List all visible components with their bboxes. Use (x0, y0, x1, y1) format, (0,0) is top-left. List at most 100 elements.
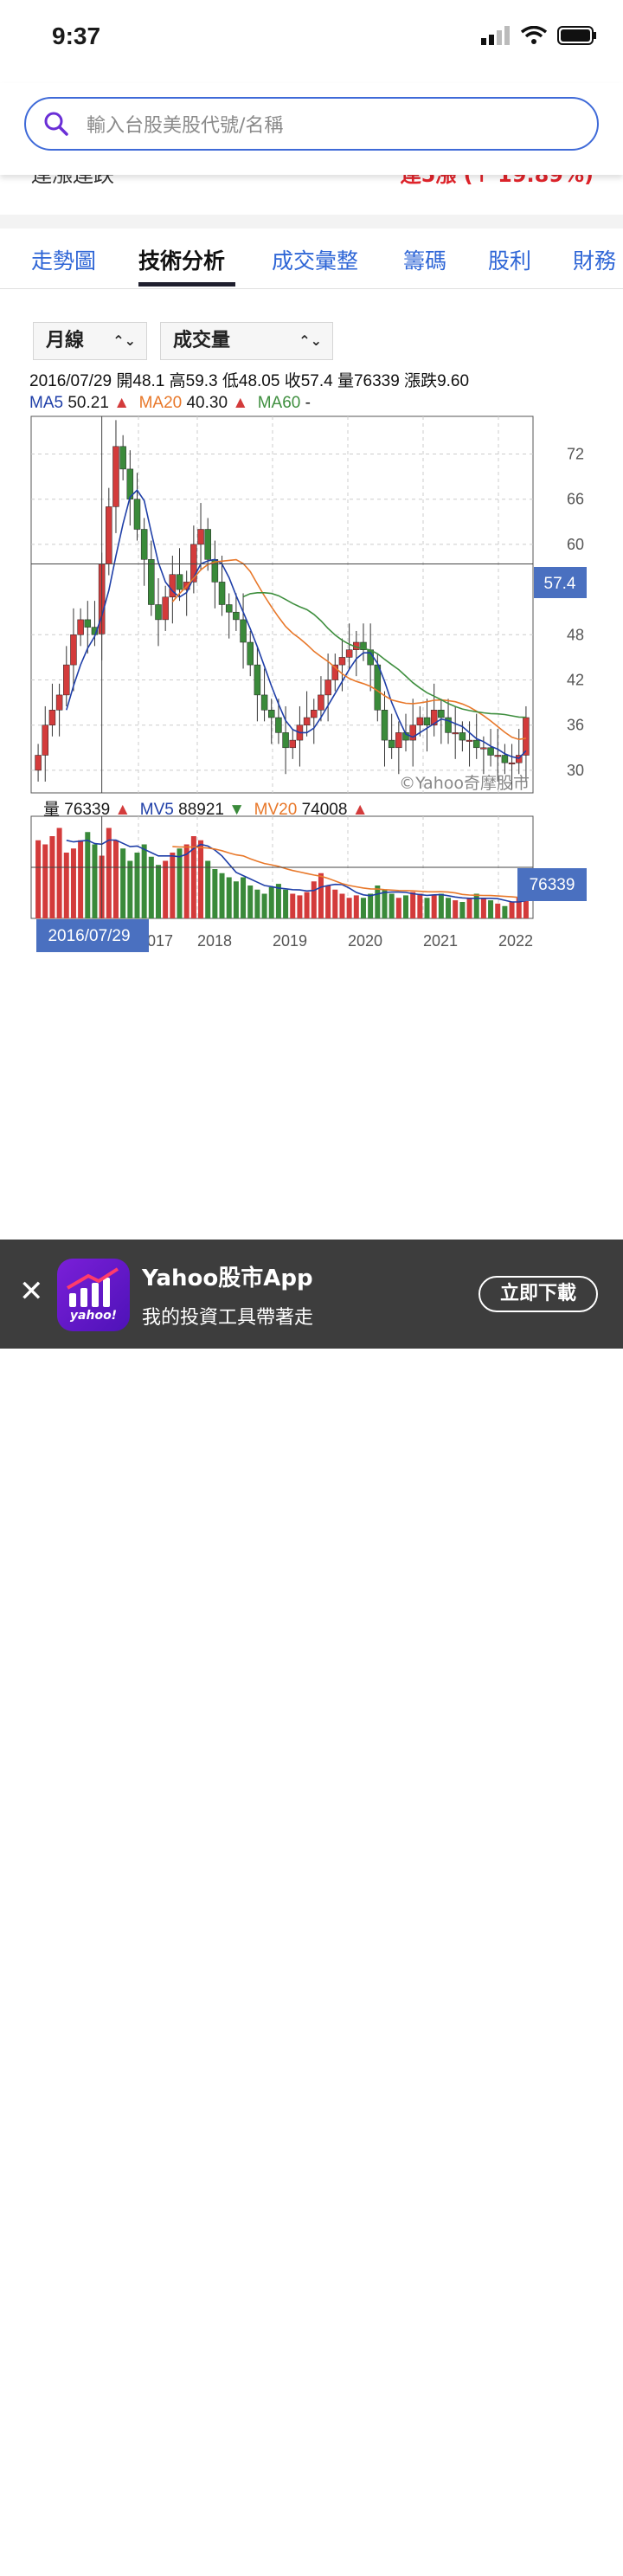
volume-bar (318, 873, 324, 918)
volume-bar (346, 898, 352, 918)
volume-bar (502, 905, 508, 918)
candle-body (63, 664, 70, 696)
ohlc-info: 2016/07/29 開48.1 高59.3 低48.05 收57.4 量763… (29, 372, 470, 390)
candle-body (324, 679, 331, 696)
active-tab-indicator (138, 282, 235, 287)
candle-body (445, 717, 452, 733)
price-tick-label: 36 (567, 717, 584, 734)
ma60-value: - (305, 394, 311, 412)
volume-bar (410, 892, 416, 918)
volume-bar (339, 893, 345, 918)
volume-bar (233, 881, 239, 918)
candle-body (472, 739, 480, 749)
volume-bar (183, 844, 189, 918)
volume-bar (78, 840, 84, 918)
updown-chevron-icon: ⌃⌄ (299, 332, 322, 349)
search-placeholder: 輸入台股美股代號/名稱 (87, 115, 284, 137)
volume-value-label: 76339 (530, 876, 575, 894)
volume-bar (395, 898, 401, 918)
price-tick-label: 30 (567, 762, 584, 779)
bar-chart-icon (66, 1267, 119, 1307)
volume-bar (247, 886, 254, 918)
year-tick-label: 2022 (498, 932, 533, 950)
candle-body (42, 724, 49, 756)
volume-bar (523, 893, 529, 918)
candle-body (133, 499, 141, 530)
volume-bar (42, 844, 48, 918)
year-tick-label: 2019 (273, 932, 307, 950)
price-tick-label: 42 (567, 672, 584, 689)
volume-bar (141, 844, 147, 918)
tab-financial[interactable]: 財務 (573, 248, 617, 274)
period-select[interactable]: 月線 ⌃⌄ (33, 322, 147, 360)
ma20-label: MA20 (138, 394, 183, 412)
status-icons (481, 26, 597, 45)
volume-bar (382, 889, 388, 918)
wifi-icon (521, 26, 547, 44)
candle-body (240, 619, 247, 643)
mv20-arrow: ▲ (351, 801, 369, 819)
volume-bar (134, 853, 140, 918)
close-icon[interactable]: ✕ (19, 1274, 44, 1309)
year-tick-label: 2020 (348, 932, 382, 950)
candle-body (515, 755, 523, 763)
candle-body (225, 604, 233, 613)
mv20-label: MV20 (254, 801, 298, 819)
volume-bar (297, 895, 303, 918)
candle-body (480, 747, 487, 750)
download-button[interactable]: 立即下載 (478, 1276, 598, 1312)
battery-icon (557, 26, 596, 45)
candle-body (35, 755, 42, 771)
search-bar: 輸入台股美股代號/名稱 (0, 83, 623, 175)
volume-bar (389, 893, 395, 918)
vol-label: 量 (43, 801, 61, 819)
year-tick-label: 2021 (423, 932, 458, 950)
volume-bar (261, 893, 267, 918)
mv5-value: 88921 (178, 801, 224, 819)
ma20-arrow: ▲ (232, 394, 249, 412)
volume-bar (92, 844, 98, 918)
volume-bar (85, 832, 91, 918)
mv5-line (66, 839, 527, 903)
tab-trend[interactable]: 走勢圖 (31, 248, 97, 274)
tab-chips[interactable]: 籌碼 (403, 248, 447, 274)
mv20-value: 74008 (301, 801, 348, 819)
candle-body (260, 694, 268, 711)
volume-bar (63, 853, 69, 918)
tab-technical[interactable]: 技術分析 (138, 248, 226, 274)
ma60-line (242, 592, 526, 718)
candle-body (501, 755, 509, 763)
volume-bar (446, 898, 452, 918)
candle-body (438, 710, 445, 718)
tab-dividend[interactable]: 股利 (488, 248, 532, 274)
volume-bar (112, 840, 119, 918)
candle-body (84, 619, 92, 628)
candle-body (148, 559, 155, 605)
volume-bar (268, 886, 274, 918)
volume-bar (226, 877, 232, 918)
candle-body (381, 710, 389, 741)
indicator-select[interactable]: 成交量 ⌃⌄ (160, 322, 333, 360)
volume-bar (495, 903, 501, 918)
volume-bar (219, 873, 225, 918)
candle-body (169, 574, 177, 598)
candle-body (452, 732, 459, 735)
candle-body (254, 664, 261, 696)
volume-bar (332, 889, 338, 918)
candle-body (162, 596, 169, 621)
volume-bar (120, 848, 126, 918)
volume-bar (360, 898, 366, 918)
volume-legend: 量 76339 ▲ MV5 88921 ▼ MV20 74008 ▲ (43, 796, 369, 820)
search-input[interactable]: 輸入台股美股代號/名稱 (24, 97, 599, 151)
mv5-arrow: ▼ (228, 801, 246, 819)
candle-body (55, 694, 63, 711)
volume-bar (190, 836, 196, 918)
candle-body (204, 529, 211, 560)
candle-body (289, 739, 297, 749)
volume-bar (177, 848, 183, 918)
volume-bar (473, 893, 479, 918)
tab-trades[interactable]: 成交彙整 (272, 248, 359, 274)
candle-body (331, 664, 339, 680)
candle-body (233, 611, 240, 621)
